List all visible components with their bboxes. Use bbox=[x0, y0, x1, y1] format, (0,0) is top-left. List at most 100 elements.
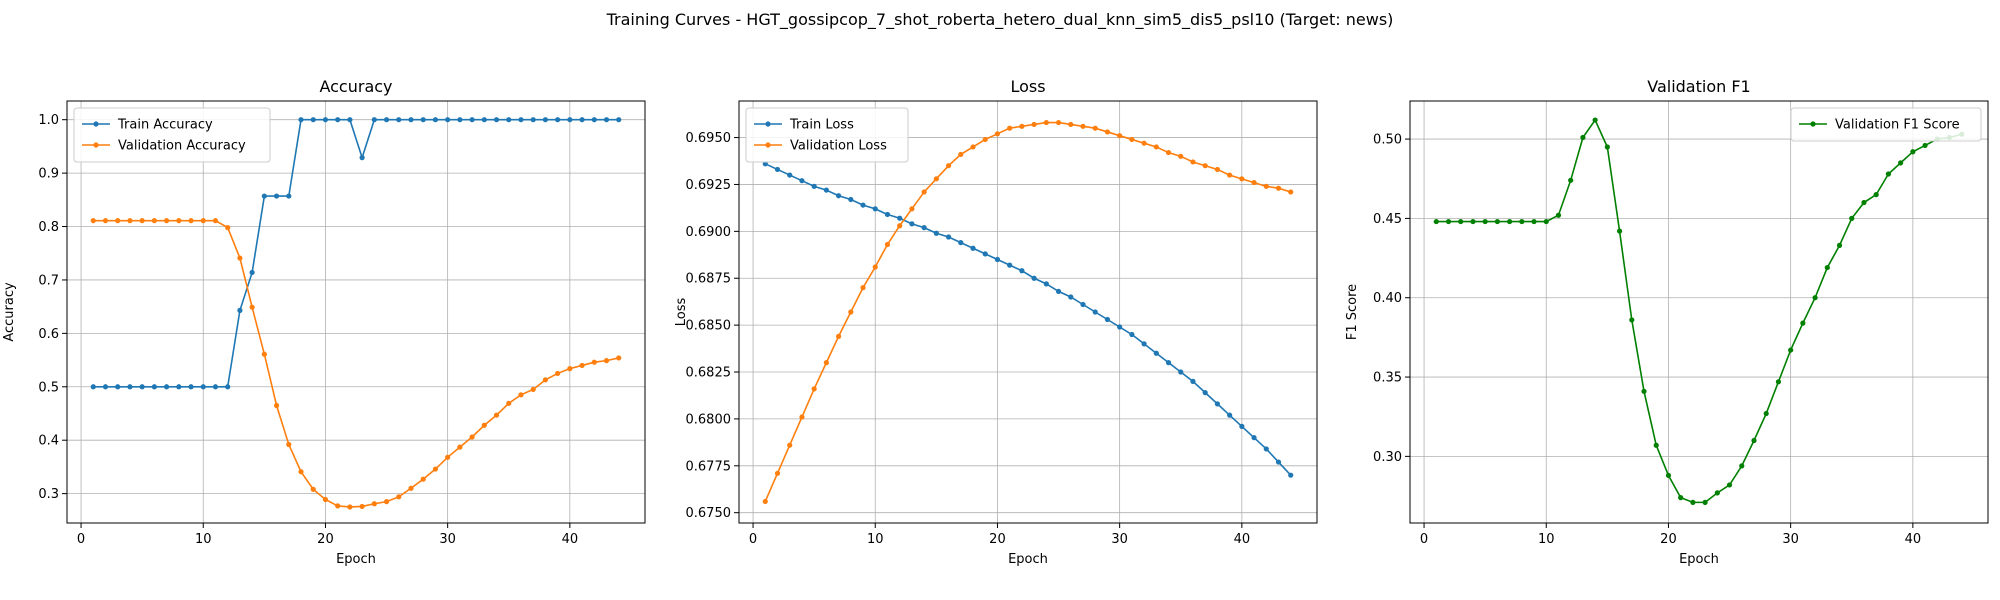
data-point bbox=[518, 117, 524, 123]
data-point bbox=[787, 442, 793, 448]
data-point bbox=[335, 117, 341, 123]
data-point bbox=[163, 218, 170, 224]
data-point bbox=[420, 117, 426, 123]
data-point bbox=[616, 355, 622, 361]
data-point bbox=[1263, 446, 1269, 452]
x-tick-label: 30 bbox=[1111, 532, 1128, 547]
data-point bbox=[493, 117, 500, 123]
data-point bbox=[1910, 149, 1916, 155]
data-point bbox=[151, 218, 157, 224]
legend-label: Validation F1 Score bbox=[1835, 118, 1960, 133]
data-point bbox=[823, 187, 829, 193]
data-point bbox=[322, 117, 329, 123]
data-point bbox=[359, 503, 365, 510]
y-tick-label: 0.6750 bbox=[686, 506, 732, 521]
data-point bbox=[787, 172, 793, 178]
legend: Train Loss Validation Loss bbox=[745, 107, 909, 163]
data-point bbox=[1117, 133, 1123, 139]
plot-frame bbox=[738, 100, 1318, 524]
data-point bbox=[347, 504, 353, 510]
plot-frame bbox=[66, 100, 646, 524]
subplot-title: Validation F1 bbox=[1647, 77, 1750, 96]
data-point bbox=[1153, 350, 1159, 356]
subplot-1: 0 10 20 30 40 0.6750 0.6775 0.6800 0.6825 0.6850 0… bbox=[674, 77, 1318, 567]
data-point bbox=[1433, 218, 1439, 225]
data-point bbox=[1129, 136, 1135, 143]
data-point bbox=[200, 218, 206, 224]
data-point bbox=[261, 193, 267, 199]
y-tick-label: 0.50 bbox=[1373, 133, 1402, 148]
data-point bbox=[127, 384, 133, 390]
data-point bbox=[542, 377, 549, 383]
y-tick-label: 0.6775 bbox=[686, 459, 732, 474]
data-point bbox=[848, 309, 854, 315]
data-point bbox=[799, 414, 805, 420]
y-tick-label: 0.4 bbox=[38, 434, 59, 449]
data-point bbox=[1836, 242, 1843, 248]
data-point bbox=[1922, 142, 1928, 149]
legend-box bbox=[1790, 107, 1982, 142]
data-point bbox=[298, 469, 304, 475]
legend-box bbox=[745, 107, 909, 163]
x-tick-label: 40 bbox=[1234, 532, 1251, 547]
y-tick-label: 0.9 bbox=[38, 167, 59, 182]
data-point bbox=[481, 117, 487, 123]
data-point bbox=[1690, 499, 1696, 505]
data-point bbox=[445, 454, 451, 460]
subplot-title: Accuracy bbox=[319, 77, 392, 96]
y-axis-label: Accuracy bbox=[2, 282, 17, 342]
data-point bbox=[921, 225, 927, 231]
data-point bbox=[1629, 317, 1635, 323]
x-tick-label: 30 bbox=[439, 532, 456, 547]
data-point bbox=[555, 117, 561, 123]
data-point bbox=[1763, 410, 1769, 417]
data-point bbox=[1165, 360, 1172, 366]
data-point bbox=[1190, 378, 1196, 384]
data-point bbox=[506, 117, 512, 123]
data-point bbox=[1080, 123, 1086, 129]
data-point bbox=[1568, 177, 1574, 183]
data-point bbox=[1288, 189, 1294, 195]
data-point bbox=[1445, 218, 1452, 225]
data-point bbox=[945, 163, 952, 169]
data-point bbox=[1068, 121, 1074, 128]
data-point bbox=[555, 370, 561, 377]
grid bbox=[1410, 101, 1988, 523]
legend-marker bbox=[1810, 121, 1816, 127]
data-point bbox=[603, 117, 610, 123]
data-point bbox=[1117, 324, 1123, 330]
data-point bbox=[860, 202, 866, 208]
plots: 0 10 20 30 40 0.3 0.4 0.5 0.6 0.7 0.8 0.9 1.0 Accurac… bbox=[2, 77, 1989, 567]
data-point bbox=[542, 117, 549, 123]
data-point bbox=[1678, 495, 1684, 501]
data-point bbox=[909, 221, 915, 227]
data-point bbox=[1214, 401, 1221, 407]
data-point bbox=[848, 196, 854, 203]
data-point bbox=[1531, 218, 1537, 225]
data-point bbox=[762, 161, 768, 167]
data-point bbox=[982, 251, 988, 257]
data-point bbox=[1482, 218, 1488, 225]
data-point bbox=[310, 486, 316, 492]
data-point bbox=[188, 218, 194, 224]
data-point bbox=[1068, 294, 1074, 300]
data-point bbox=[1653, 442, 1659, 448]
data-point bbox=[1055, 119, 1062, 126]
data-point bbox=[1800, 320, 1806, 326]
data-point bbox=[799, 178, 805, 184]
data-point bbox=[139, 218, 145, 224]
data-point bbox=[102, 384, 109, 390]
y-tick-label: 0.6825 bbox=[686, 366, 732, 381]
data-point bbox=[933, 176, 939, 182]
x-tick-label: 20 bbox=[989, 532, 1006, 547]
y-tick-label: 0.6875 bbox=[686, 272, 732, 287]
data-point bbox=[457, 117, 463, 123]
data-point bbox=[1141, 341, 1147, 347]
data-point bbox=[958, 240, 964, 246]
legend-label: Train Accuracy bbox=[117, 118, 213, 133]
data-point bbox=[420, 476, 426, 482]
data-point bbox=[1898, 160, 1904, 166]
legend-marker bbox=[93, 142, 99, 148]
data-point bbox=[835, 333, 842, 339]
data-point bbox=[811, 386, 817, 392]
